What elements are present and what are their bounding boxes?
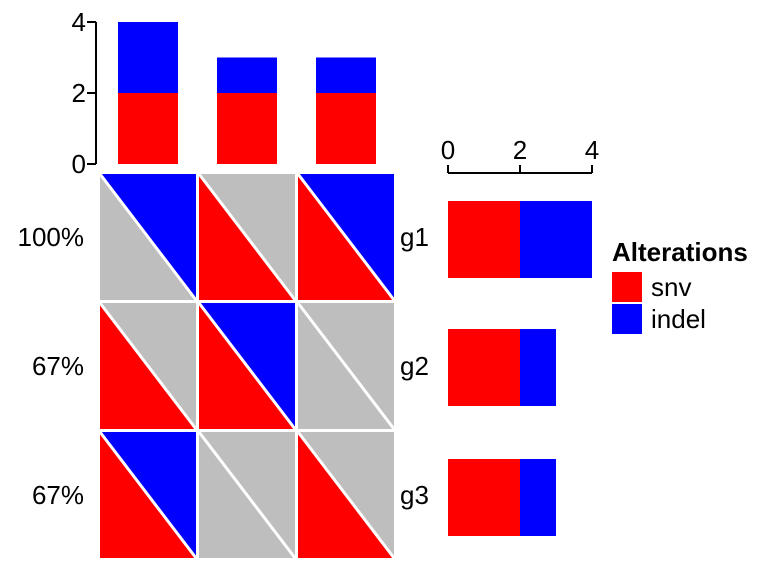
cell-r1c3-diagonal-divider (296, 173, 396, 301)
cell-r3c2-diagonal-divider (197, 431, 297, 559)
cell-r3c1-diagonal-divider (98, 431, 198, 559)
gene-label-g1: g1 (400, 222, 429, 252)
gene-label-g3: g3 (400, 480, 429, 510)
right-bar-g2-snv-segment (448, 329, 520, 406)
legend-swatch-indel (612, 304, 642, 334)
right-bar-g3-indel-segment (520, 459, 556, 536)
right-bar-g2-indel-segment (520, 329, 556, 406)
top-axis-label-4: 4 (71, 7, 86, 37)
top-axis-label-0: 0 (71, 149, 86, 179)
top-bar-col3-snv-segment (316, 93, 376, 164)
right-bar-g1-snv-segment (448, 201, 520, 278)
top-bar-col1-indel-segment (118, 22, 178, 93)
cell-r2c1-diagonal-divider (98, 302, 198, 430)
cell-r1c2-diagonal-divider (197, 173, 297, 301)
right-bar-g3-snv-segment (448, 459, 520, 536)
right-bar-g1-indel-segment (520, 201, 592, 278)
right-axis-label-4: 4 (584, 135, 600, 165)
right-axis-label-2: 2 (512, 135, 528, 165)
legend-label-snv: snv (651, 272, 692, 302)
legend-swatch-snv (612, 272, 642, 302)
row-percent-label-g1: 100% (17, 222, 85, 252)
cell-r2c2-diagonal-divider (197, 302, 297, 430)
right-axis-label-0: 0 (440, 135, 456, 165)
row-percent-label-g2: 67% (31, 351, 84, 381)
top-bar-col1-snv-segment (118, 93, 178, 164)
gene-label-g2: g2 (400, 351, 429, 381)
legend-title: Alterations (612, 237, 748, 267)
cell-r3c3-diagonal-divider (296, 431, 396, 559)
top-axis-label-2: 2 (71, 78, 86, 108)
top-bar-col2-indel-segment (217, 57, 277, 93)
top-bar-col2-snv-segment (217, 93, 277, 164)
top-bar-col3-indel-segment (316, 57, 376, 93)
cell-r1c1-diagonal-divider (98, 173, 198, 301)
row-percent-label-g3: 67% (31, 480, 84, 510)
legend-label-indel: indel (651, 304, 706, 334)
cell-r2c3-diagonal-divider (296, 302, 396, 430)
